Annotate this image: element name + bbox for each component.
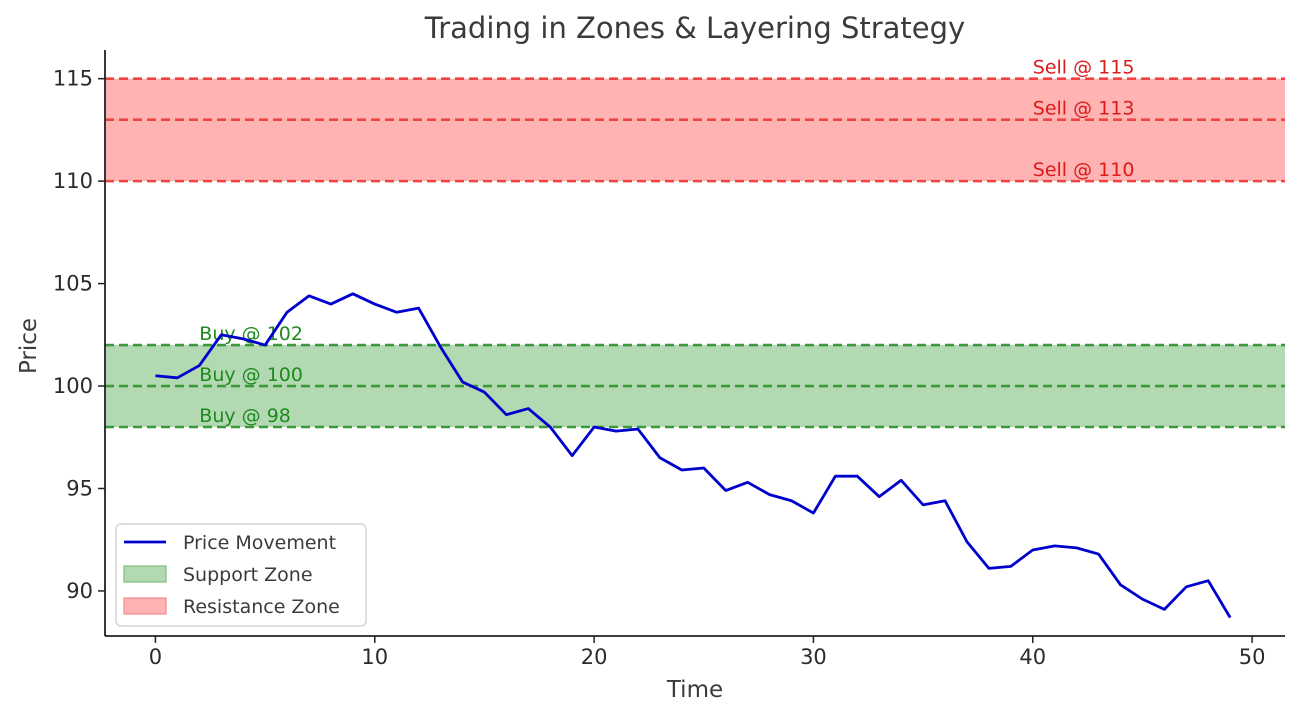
resistance-zone-level-label: Sell @ 113 xyxy=(1033,98,1135,120)
resistance-zone-level-label: Sell @ 110 xyxy=(1033,159,1135,181)
y-tick-label: 100 xyxy=(53,374,93,398)
chart-title: Trading in Zones & Layering Strategy xyxy=(424,11,965,45)
support-zone-level-label: Buy @ 100 xyxy=(199,364,303,386)
y-tick-label: 110 xyxy=(53,169,93,193)
x-tick-label: 10 xyxy=(361,645,388,669)
x-tick-label: 0 xyxy=(149,645,162,669)
resistance-zone-band xyxy=(105,78,1285,182)
legend-label-resistance-zone: Resistance Zone xyxy=(183,596,340,618)
y-tick-label: 115 xyxy=(53,67,93,91)
x-tick-label: 30 xyxy=(800,645,827,669)
legend-label-price-movement: Price Movement xyxy=(183,532,336,554)
axes-layer: 0 10 20 30 40 50 90 95 100 105 110 115 xyxy=(53,50,1285,669)
x-axis-label: Time xyxy=(666,677,723,703)
x-tick-label: 50 xyxy=(1239,645,1266,669)
support-zone-level-label: Buy @ 98 xyxy=(199,405,291,427)
legend-swatch-resistance-zone xyxy=(123,597,167,615)
y-tick-label: 90 xyxy=(66,579,93,603)
legend: Price Movement Support Zone Resistance Zon… xyxy=(115,523,367,627)
y-tick-label: 95 xyxy=(66,476,93,500)
resistance-zone-level-label: Sell @ 115 xyxy=(1033,57,1135,79)
legend-swatch-support-zone xyxy=(123,565,167,583)
y-axis-label: Price xyxy=(16,318,42,374)
series-layer xyxy=(155,292,1232,619)
x-tick-label: 40 xyxy=(1019,645,1046,669)
legend-label-support-zone: Support Zone xyxy=(183,564,313,586)
price-movement-line xyxy=(155,292,1232,619)
y-tick-label: 105 xyxy=(53,272,93,296)
legend-box xyxy=(115,523,367,627)
x-tick-label: 20 xyxy=(581,645,608,669)
